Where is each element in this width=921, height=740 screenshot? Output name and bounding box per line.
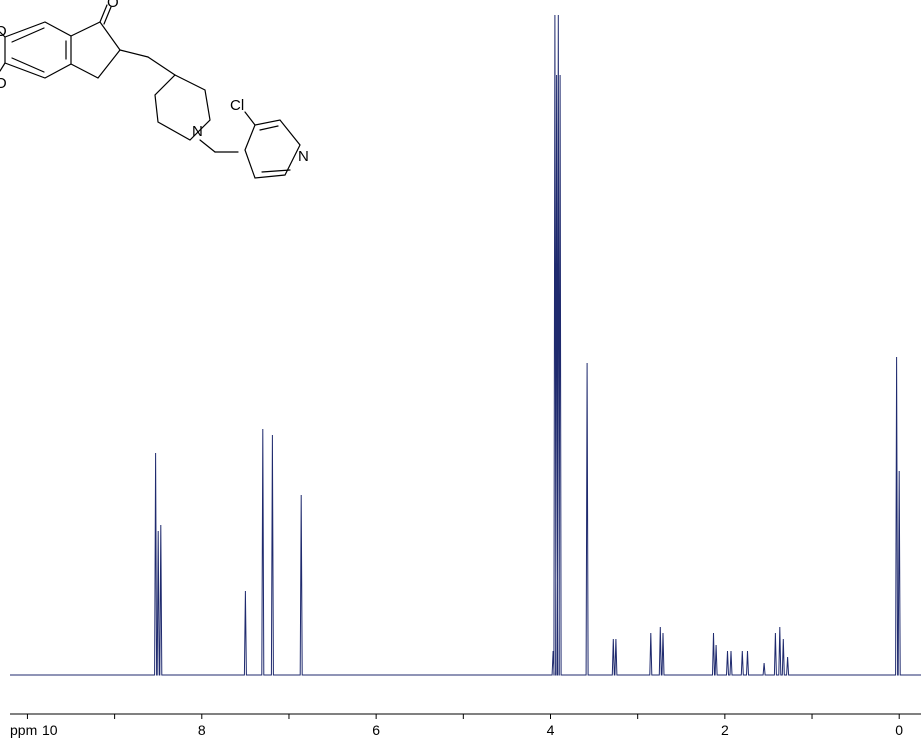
x-tick-label: 10 <box>42 722 58 738</box>
x-axis-unit-label: ppm <box>10 722 37 738</box>
chemical-structure: O O O N N Cl <box>0 0 309 179</box>
x-tick-label: 4 <box>547 722 555 738</box>
spectrum-plot <box>10 14 921 676</box>
x-tick-label: 0 <box>895 722 903 738</box>
methoxy-oxygen-upper-label: O <box>0 23 7 40</box>
x-tick-label: 6 <box>372 722 380 738</box>
methoxy-oxygen-lower-label: O <box>0 75 7 92</box>
x-axis: 10 8 6 4 2 0 ppm <box>10 713 921 738</box>
x-axis-ticks: 10 8 6 4 2 0 <box>26 714 903 738</box>
spectrum-trace <box>10 14 921 676</box>
chlorine-label: Cl <box>230 97 244 114</box>
x-tick-label: 2 <box>721 722 729 738</box>
piperidine-nitrogen-label: N <box>192 123 203 140</box>
carbonyl-oxygen-label: O <box>107 0 119 11</box>
x-tick-label: 8 <box>198 722 206 738</box>
pyridine-nitrogen-label: N <box>298 148 309 165</box>
